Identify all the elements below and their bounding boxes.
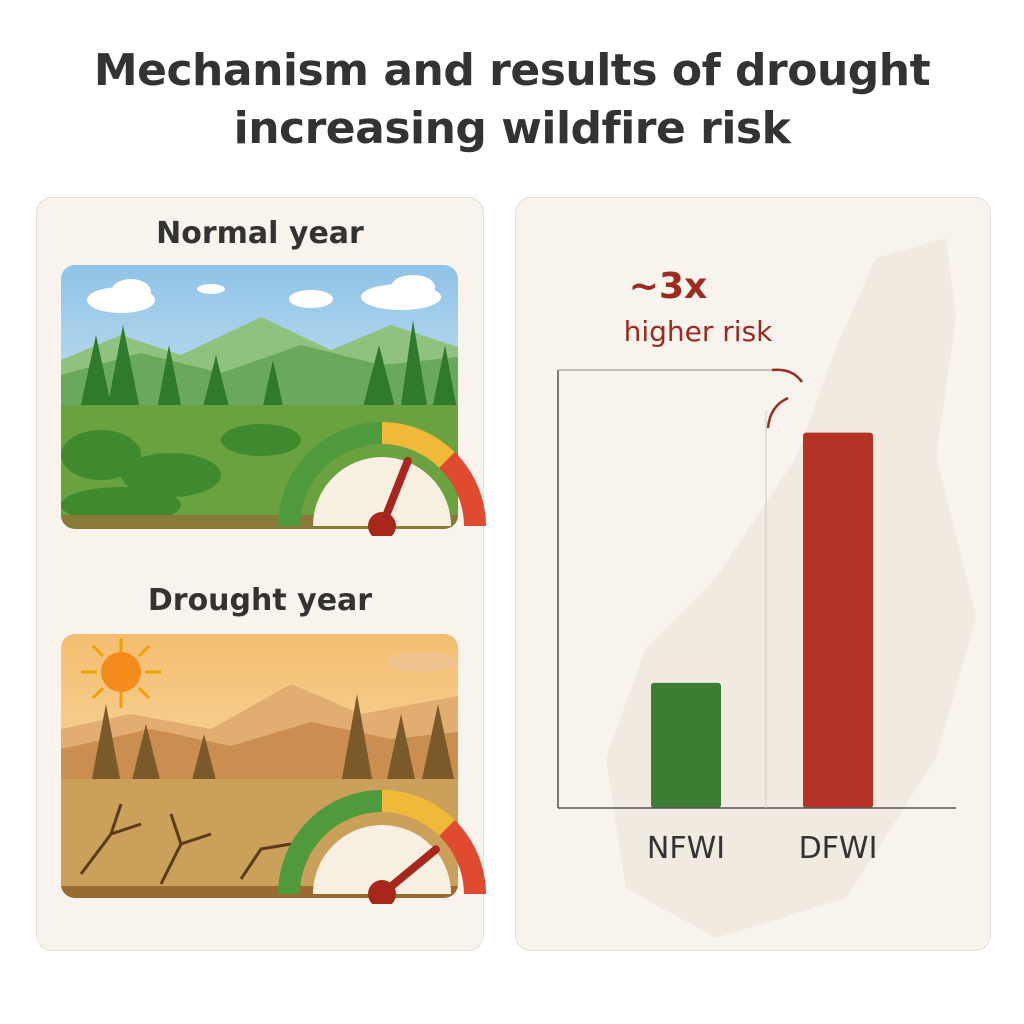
risk-gauge-normal bbox=[278, 422, 486, 536]
annotation-arrow bbox=[766, 368, 804, 429]
comparison-panel: Normal year bbox=[36, 197, 486, 951]
risk-gauge-drought bbox=[278, 790, 486, 904]
category-label-dfwi: DFWI bbox=[799, 831, 878, 866]
sun-icon bbox=[81, 638, 161, 708]
title-line-2: increasing wildfire risk bbox=[233, 103, 791, 154]
normal-year-label: Normal year bbox=[156, 216, 364, 251]
bar-nfwi bbox=[651, 682, 721, 808]
annotation-text: higher risk bbox=[624, 315, 774, 348]
drought-year-label: Drought year bbox=[147, 583, 373, 618]
bar-dfwi bbox=[803, 432, 873, 808]
title-line-1: Mechanism and results of drought bbox=[93, 45, 931, 96]
cloud-icon bbox=[87, 275, 441, 313]
annotation-multiplier: ~3x bbox=[629, 266, 707, 307]
page-title: Mechanism and results of drought increas… bbox=[0, 42, 1024, 158]
category-label-nfwi: NFWI bbox=[647, 831, 725, 866]
risk-bar-chart: ~3x higher risk NFWI DFWI bbox=[557, 238, 976, 938]
risk-bar-chart-panel: ~3x higher risk NFWI DFWI bbox=[515, 197, 991, 951]
